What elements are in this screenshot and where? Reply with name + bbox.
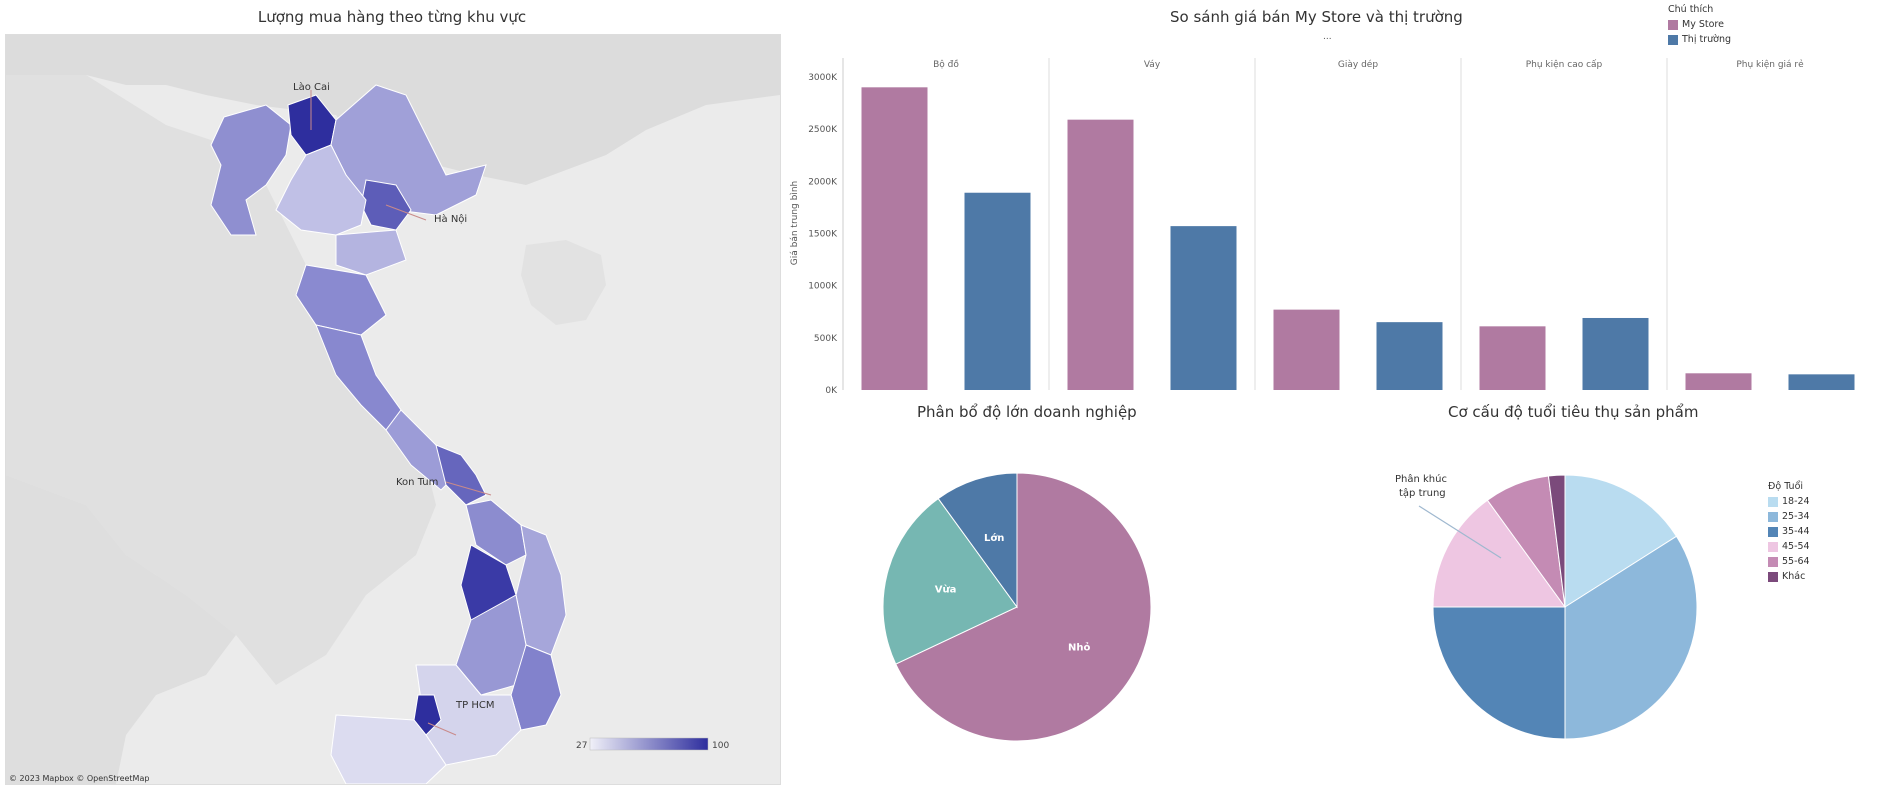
age-legend-item[interactable]: Khác [1768,569,1810,584]
bar-ytick-label: 2000K [808,177,838,187]
legend-label: 18-24 [1782,496,1810,507]
pie2-slice[interactable] [1564,535,1698,740]
province-red-delta[interactable] [275,144,367,236]
province-mekong[interactable] [330,714,447,784]
map-attribution[interactable]: © 2023 Mapbox © OpenStreetMap [9,774,149,783]
label-kontum: Kon Tum [396,477,438,488]
color-scale-bar [589,737,709,751]
legend-swatch [1668,34,1678,45]
legend-label: Khác [1782,571,1806,582]
legend-label: 35-44 [1782,526,1810,537]
pie2-annotation-line2: tập trung [1399,488,1446,499]
bar-category-label: Váy [1144,60,1161,70]
pie2-annotation-leader [1418,505,1502,559]
age-legend-item[interactable]: 55-64 [1768,554,1810,569]
label-laocai: Lào Cai [293,81,330,93]
legend-swatch [1768,526,1778,537]
pie2-slice[interactable] [1432,499,1566,608]
pie1-slice-label: Vừa [935,584,957,596]
bar-market[interactable] [1788,374,1855,390]
pie1-slice[interactable] [937,472,1018,609]
bar-market[interactable] [1170,226,1237,390]
label-hcm: TP HCM [455,700,494,711]
age-legend: Độ Tuổi 18-24 25-34 35-44 45-54 55-64 Khác [1768,481,1810,584]
legend-label: 55-64 [1782,556,1810,567]
age-legend-item[interactable]: 45-54 [1768,539,1810,554]
legend-item-market[interactable]: Thị trường [1668,32,1731,47]
legend-swatch [1768,541,1778,552]
leader-kontum [445,481,492,496]
legend-swatch [1768,496,1778,507]
province-northwest[interactable] [210,104,292,236]
map-canvas: Lào Cai Hà Nội Kon Tum TP HCM 27 100 © 2… [6,35,780,784]
bar-subtitle: ... [1323,32,1332,42]
bar-category-label: Phụ kiện cao cấp [1526,59,1603,70]
bar-ytick-label: 2500K [808,125,838,135]
bar-market[interactable] [1582,317,1649,390]
pie2-slice[interactable] [1547,474,1566,608]
legend-item-mystore[interactable]: My Store [1668,17,1731,32]
leader-hanoi [385,204,427,221]
map-land-hainan [521,240,606,325]
legend-label: My Store [1682,19,1724,30]
bar-ytick-label: 500K [814,334,838,344]
bar-mystore[interactable] [1067,119,1134,390]
legend-swatch [1768,556,1778,567]
bar-chart: Giá bán trung bình 0K 500K 1000K 1500K 2000K 2… [790,58,1855,396]
province-hanoi-south[interactable] [335,229,407,276]
bar-ytick-label: 0K [825,386,838,396]
pie1-slice[interactable] [895,472,1152,742]
bar-category-label: Bộ đồ [933,59,959,70]
age-pie [1432,474,1698,740]
bar-mystore[interactable] [1685,373,1752,390]
label-hanoi: Hà Nội [434,213,467,225]
legend-label: 45-54 [1782,541,1810,552]
age-legend-title: Độ Tuổi [1768,481,1804,492]
pie2-slice[interactable] [1564,474,1678,608]
bar-mystore[interactable] [1479,326,1546,390]
bar-title: So sánh giá bán My Store và thị trường [1170,8,1463,26]
pie2-slice[interactable] [1432,606,1566,740]
age-legend-item[interactable]: 25-34 [1768,509,1810,524]
vietnam-map[interactable]: Lào Cai Hà Nội Kon Tum TP HCM 27 100 © 2… [5,34,781,785]
bar-market[interactable] [964,192,1031,390]
pie1-slice[interactable] [882,497,1018,665]
legend: Chú thích My Store Thị trường [1668,4,1731,47]
pie2-annotation-line1: Phân khúc [1395,474,1447,485]
bar-mystore[interactable] [1273,309,1340,390]
scale-min-label: 27 [576,741,587,751]
bar-ytick-label: 1500K [808,229,838,239]
legend-label: Thị trường [1682,34,1731,45]
scale-max-label: 100 [712,741,729,751]
pie1-title: Phân bổ độ lớn doanh nghiệp [917,403,1137,421]
bar-category-label: Phụ kiện giá rẻ [1736,59,1804,70]
legend-swatch [1668,19,1678,30]
map-land-laos-cambodia [6,75,436,685]
legend-swatch [1768,511,1778,522]
pie2-title: Cơ cấu độ tuổi tiêu thụ sản phẩm [1448,403,1699,421]
leader-hcm [427,722,457,736]
map-land-thailand [6,475,236,784]
age-legend-item[interactable]: 18-24 [1768,494,1810,509]
age-legend-items: 18-24 25-34 35-44 45-54 55-64 Khác [1768,494,1810,584]
bar-category-label: Giày dép [1338,59,1378,70]
pie1-slice-label: Nhỏ [1068,641,1090,653]
bar-market[interactable] [1376,322,1443,390]
bar-mystore[interactable] [861,87,928,390]
legend-title: Chú thích [1668,4,1714,15]
map-title: Lượng mua hàng theo từng khu vực [257,8,527,26]
legend-swatch [1768,571,1778,582]
province-hue-quangtri[interactable] [435,444,487,506]
bar-ytick-label: 3000K [808,73,838,83]
bar-ylabel: Giá bán trung bình [790,181,800,265]
bar-ytick-label: 1000K [808,282,838,292]
legend-label: 25-34 [1782,511,1810,522]
pie1-slice-label: Lớn [984,532,1004,544]
company-size-pie: Nhỏ Vừa Lớn [882,472,1152,742]
province-hcm[interactable] [413,694,442,736]
age-legend-item[interactable]: 35-44 [1768,524,1810,539]
